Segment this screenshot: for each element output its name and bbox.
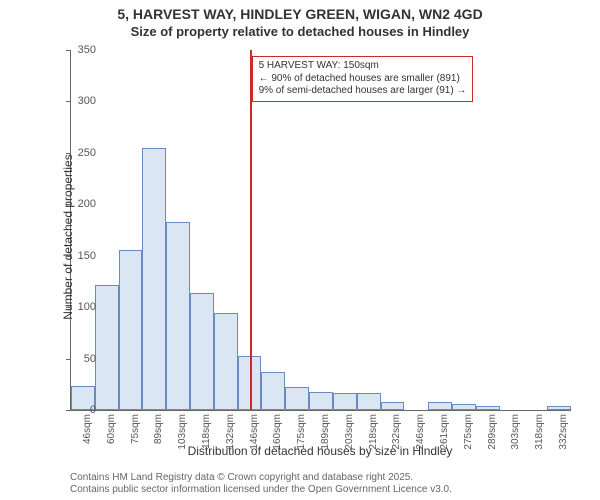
y-tick-mark [66, 101, 70, 102]
histogram-bar [142, 148, 166, 410]
y-tick-mark [66, 410, 70, 411]
footer-line-1: Contains HM Land Registry data © Crown c… [70, 472, 452, 484]
x-tick-label: 118sqm [201, 414, 212, 454]
x-tick-label: 75sqm [130, 414, 141, 454]
y-tick-label: 100 [78, 301, 96, 313]
y-tick-label: 200 [78, 198, 96, 210]
histogram-bar [381, 402, 405, 410]
histogram-bar [428, 402, 452, 410]
y-tick-mark [66, 307, 70, 308]
y-tick-label: 300 [78, 95, 96, 107]
property-marker-line [250, 50, 252, 410]
y-tick-label: 250 [78, 147, 96, 159]
x-tick-label: 189sqm [320, 414, 331, 454]
x-tick-label: 132sqm [225, 414, 236, 454]
y-tick-mark [66, 50, 70, 51]
x-tick-label: 89sqm [153, 414, 164, 454]
page-subtitle: Size of property relative to detached ho… [0, 24, 600, 39]
y-tick-mark [66, 359, 70, 360]
callout-line-3: 9% of semi-detached houses are larger (9… [259, 85, 467, 98]
x-tick-label: 203sqm [344, 414, 355, 454]
histogram-bar [261, 372, 285, 410]
histogram-plot: 5 HARVEST WAY: 150sqm← 90% of detached h… [70, 50, 571, 411]
histogram-bar [547, 406, 571, 410]
histogram-bar [309, 392, 333, 411]
histogram-bar [333, 393, 357, 410]
x-tick-label: 332sqm [558, 414, 569, 454]
x-tick-label: 103sqm [177, 414, 188, 454]
callout-line-1: 5 HARVEST WAY: 150sqm [259, 60, 467, 73]
footer-attribution: Contains HM Land Registry data © Crown c… [70, 472, 452, 496]
y-tick-mark [66, 256, 70, 257]
footer-line-2: Contains public sector information licen… [70, 484, 452, 496]
x-tick-label: 318sqm [534, 414, 545, 454]
x-tick-label: 232sqm [391, 414, 402, 454]
y-tick-mark [66, 153, 70, 154]
histogram-bar [119, 250, 143, 410]
x-tick-label: 289sqm [487, 414, 498, 454]
histogram-bar [214, 313, 238, 410]
histogram-bar [476, 406, 500, 410]
x-tick-label: 218sqm [368, 414, 379, 454]
x-tick-label: 175sqm [296, 414, 307, 454]
x-tick-label: 146sqm [249, 414, 260, 454]
x-tick-label: 160sqm [272, 414, 283, 454]
x-tick-label: 261sqm [439, 414, 450, 454]
callout-line-2: ← 90% of detached houses are smaller (89… [259, 73, 467, 86]
y-tick-mark [66, 204, 70, 205]
histogram-bar [357, 393, 381, 410]
y-tick-label: 150 [78, 250, 96, 262]
page-title: 5, HARVEST WAY, HINDLEY GREEN, WIGAN, WN… [0, 6, 600, 22]
callout-box: 5 HARVEST WAY: 150sqm← 90% of detached h… [252, 56, 474, 102]
x-tick-label: 46sqm [82, 414, 93, 454]
histogram-bar [166, 222, 190, 410]
histogram-bar [190, 293, 214, 410]
y-axis-label: Number of detached properties [61, 87, 75, 387]
y-tick-label: 350 [78, 44, 96, 56]
x-tick-label: 60sqm [106, 414, 117, 454]
x-tick-label: 246sqm [415, 414, 426, 454]
y-tick-label: 50 [84, 353, 96, 365]
histogram-bar [285, 387, 309, 410]
histogram-bar [452, 404, 476, 410]
x-tick-label: 275sqm [463, 414, 474, 454]
x-tick-label: 303sqm [510, 414, 521, 454]
histogram-bar [95, 285, 119, 410]
